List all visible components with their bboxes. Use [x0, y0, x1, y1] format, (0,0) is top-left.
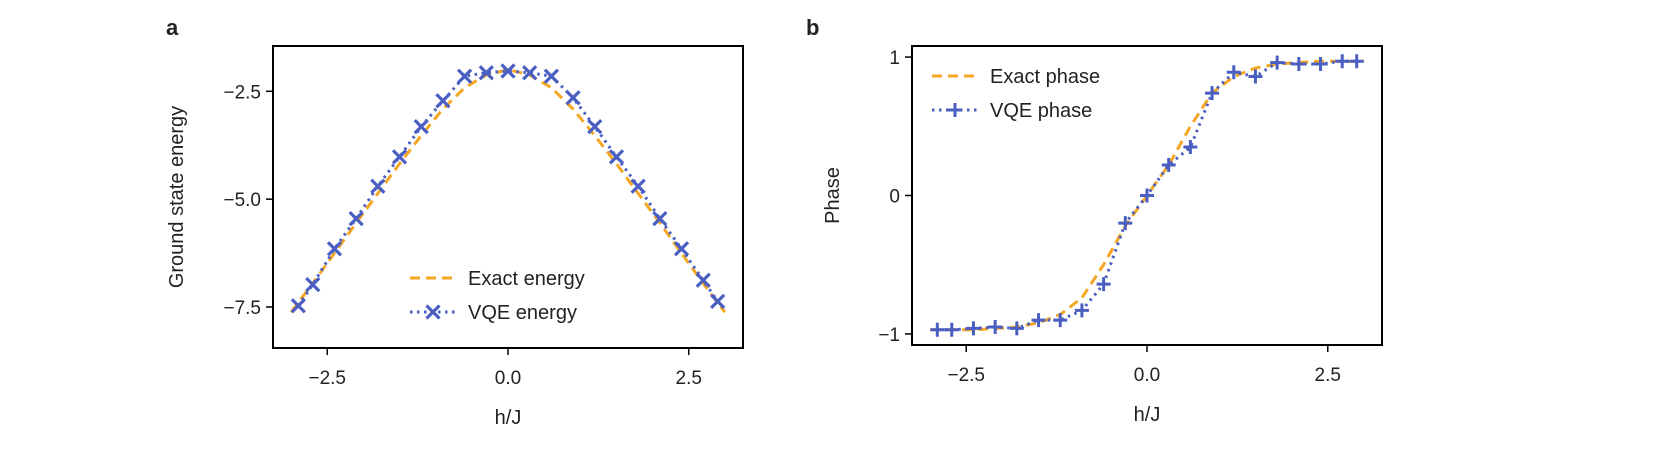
- legend-label: Exact phase: [990, 66, 1100, 88]
- data-point: [1183, 140, 1198, 155]
- data-point: [370, 178, 386, 194]
- x-tick-label: 2.5: [1315, 365, 1341, 386]
- data-point: [1118, 216, 1133, 231]
- x-tick-label: 0.0: [1134, 365, 1160, 386]
- data-point: [1009, 321, 1024, 336]
- y-tick-label: −1: [878, 325, 900, 346]
- data-point: [435, 93, 451, 109]
- data-point: [391, 149, 408, 165]
- x-tick-label: 0.0: [495, 368, 521, 389]
- data-point: [326, 241, 343, 257]
- data-point: [652, 210, 668, 227]
- data-point: [1031, 313, 1046, 328]
- data-point: [1053, 313, 1068, 328]
- data-point: [305, 276, 321, 293]
- panel-a-label: a: [166, 15, 179, 40]
- data-point: [630, 178, 646, 194]
- y-tick-label: −7.5: [223, 298, 261, 319]
- data-point: [413, 119, 429, 135]
- y-tick-label: −2.5: [223, 82, 261, 103]
- data-point: [565, 90, 581, 106]
- data-point: [608, 149, 625, 165]
- data-point: [988, 320, 1003, 335]
- data-point: [1270, 55, 1285, 70]
- data-point: [1313, 56, 1328, 71]
- y-tick-label: 0: [889, 187, 900, 208]
- data-point: [1096, 277, 1111, 292]
- data-point: [543, 68, 560, 84]
- data-point: [1161, 158, 1176, 173]
- x-tick-label: −2.5: [308, 368, 346, 389]
- energy-chart: −2.5 0.0 2.5 −7.5 −5.0 −2.5 h/J Ground state en…: [166, 45, 744, 429]
- panel-b-label: b: [806, 15, 819, 40]
- data-point: [1349, 54, 1364, 69]
- data-point: [1335, 54, 1350, 69]
- legend-label: VQE phase: [990, 100, 1092, 122]
- legend-label: VQE energy: [468, 302, 577, 324]
- data-point: [930, 322, 945, 337]
- data-point: [1140, 188, 1154, 203]
- data-point: [478, 65, 494, 81]
- data-point: [710, 293, 726, 310]
- data-point: [695, 272, 711, 288]
- legend-marker: [425, 304, 441, 320]
- data-point: [966, 321, 981, 336]
- data-point: [1226, 65, 1241, 80]
- data-point: [944, 322, 959, 337]
- data-point: [587, 119, 603, 135]
- y-tick-label: 1: [889, 48, 900, 69]
- data-point: [456, 68, 473, 84]
- x-tick-label: 2.5: [676, 368, 702, 389]
- x-axis-label: h/J: [495, 407, 522, 429]
- legend-marker: [948, 103, 962, 117]
- y-axis-label: Ground state energy: [166, 106, 188, 288]
- x-axis-label: h/J: [1134, 404, 1161, 426]
- data-point: [1291, 56, 1306, 71]
- data-point: [1074, 303, 1089, 318]
- data-point: [673, 241, 690, 257]
- x-tick-label: −2.5: [947, 365, 985, 386]
- y-tick-label: −5.0: [223, 190, 261, 211]
- data-point: [290, 298, 306, 314]
- data-point: [1205, 86, 1220, 101]
- data-point: [1248, 69, 1263, 84]
- y-axis-label: Phase: [822, 167, 844, 224]
- data-point: [500, 63, 516, 79]
- legend-label: Exact energy: [468, 268, 585, 290]
- phase-chart: −2.5 0.0 2.5 −1 0 1 h/J Phase Exact phase VQE pha…: [822, 45, 1383, 426]
- data-point: [522, 65, 538, 81]
- data-point: [348, 210, 364, 227]
